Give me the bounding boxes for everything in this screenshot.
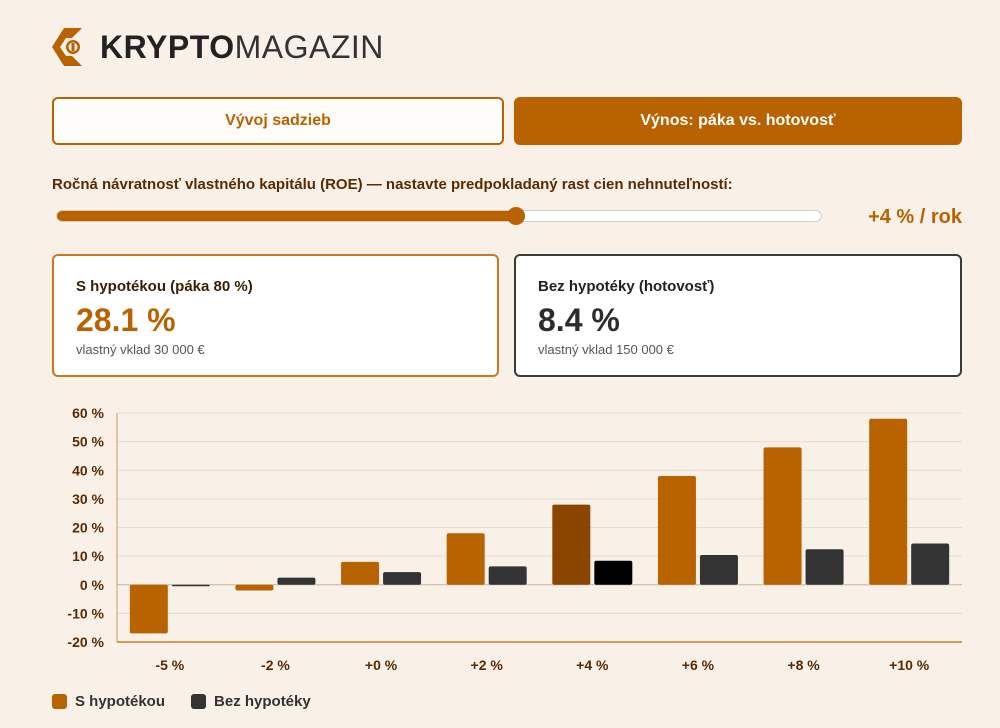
legend-item-without-mortgage: Bez hypotéky	[191, 693, 311, 710]
x-tick-label: +6 %	[682, 657, 715, 673]
bar-with-mortgage	[763, 447, 802, 585]
logo-icon	[52, 28, 82, 66]
y-tick-label: 0 %	[80, 577, 105, 593]
x-tick-label: +2 %	[471, 657, 504, 673]
bar-without-mortgage	[805, 549, 844, 585]
card-without-mortgage: Bez hypotéky (hotovosť) 8.4 % vlastný vk…	[514, 254, 962, 377]
card-value: 8.4 %	[538, 302, 620, 338]
bar-with-mortgage	[869, 418, 908, 585]
bar-with-mortgage	[235, 584, 274, 591]
brand-light: MAGAZIN	[234, 29, 384, 65]
growth-slider-fill	[57, 211, 517, 221]
card-title: Bez hypotéky (hotovosť)	[538, 278, 715, 295]
x-tick-label: +4 %	[576, 657, 609, 673]
legend-label: Bez hypotéky	[214, 693, 311, 710]
legend-swatch	[52, 694, 67, 709]
brand-logo[interactable]: KRYPTOMAGAZIN	[50, 26, 384, 68]
bar-with-mortgage	[129, 584, 168, 634]
growth-slider-track[interactable]	[56, 210, 822, 222]
view-tabs: Vývoj sadzieb Výnos: páka vs. hotovosť	[52, 97, 962, 145]
card-value: 28.1 %	[76, 302, 176, 338]
slider-label: Ročná návratnosť vlastného kapitálu (ROE…	[52, 176, 733, 193]
card-title: S hypotékou (páka 80 %)	[76, 278, 253, 295]
card-subtext: vlastný vklad 30 000 €	[76, 342, 205, 357]
chart-legend: S hypotékou Bez hypotéky	[52, 693, 337, 710]
legend-swatch	[191, 694, 207, 709]
brand-name: KRYPTOMAGAZIN	[100, 31, 384, 63]
growth-slider-thumb[interactable]	[506, 207, 525, 225]
y-tick-label: 50 %	[72, 434, 104, 450]
bar-without-mortgage	[171, 584, 210, 587]
x-tick-label: +8 %	[787, 657, 820, 673]
bar-with-mortgage	[341, 561, 380, 585]
bar-without-mortgage	[488, 566, 527, 585]
bar-without-mortgage	[699, 554, 738, 585]
x-tick-label: -5 %	[155, 657, 184, 673]
bar-with-mortgage	[446, 533, 485, 585]
card-with-mortgage: S hypotékou (páka 80 %) 28.1 % vlastný v…	[52, 254, 499, 377]
y-tick-label: 20 %	[72, 520, 104, 536]
bar-with-mortgage	[657, 475, 696, 585]
bar-without-mortgage	[277, 577, 316, 585]
legend-label: S hypotékou	[75, 693, 166, 710]
y-tick-label: 60 %	[72, 405, 104, 421]
tab-leverage-vs-cash[interactable]: Výnos: páka vs. hotovosť	[514, 97, 962, 145]
y-tick-label: -10 %	[67, 605, 104, 621]
x-tick-label: -2 %	[261, 657, 290, 673]
bar-without-mortgage	[383, 572, 422, 585]
slider-value: +4 % / rok	[868, 206, 962, 228]
x-tick-label: +10 %	[889, 657, 930, 673]
y-tick-label: 10 %	[72, 548, 104, 564]
x-tick-label: +0 %	[365, 657, 398, 673]
bar-with-mortgage	[552, 504, 591, 585]
y-tick-label: 40 %	[72, 462, 104, 478]
brand-strong: KRYPTO	[100, 29, 235, 65]
roe-bar-chart: -20 % -10 % 0 % 10 % 20 % 30 % 40 % 50 % 60 % -5 …	[67, 405, 962, 673]
bar-without-mortgage	[594, 560, 633, 585]
legend-item-with-mortgage: S hypotékou	[52, 693, 165, 710]
y-tick-label: 30 %	[72, 491, 104, 507]
tab-rates-history[interactable]: Vývoj sadzieb	[52, 97, 504, 145]
y-tick-label: -20 %	[67, 634, 104, 650]
bar-without-mortgage	[911, 543, 950, 585]
card-subtext: vlastný vklad 150 000 €	[538, 342, 674, 357]
